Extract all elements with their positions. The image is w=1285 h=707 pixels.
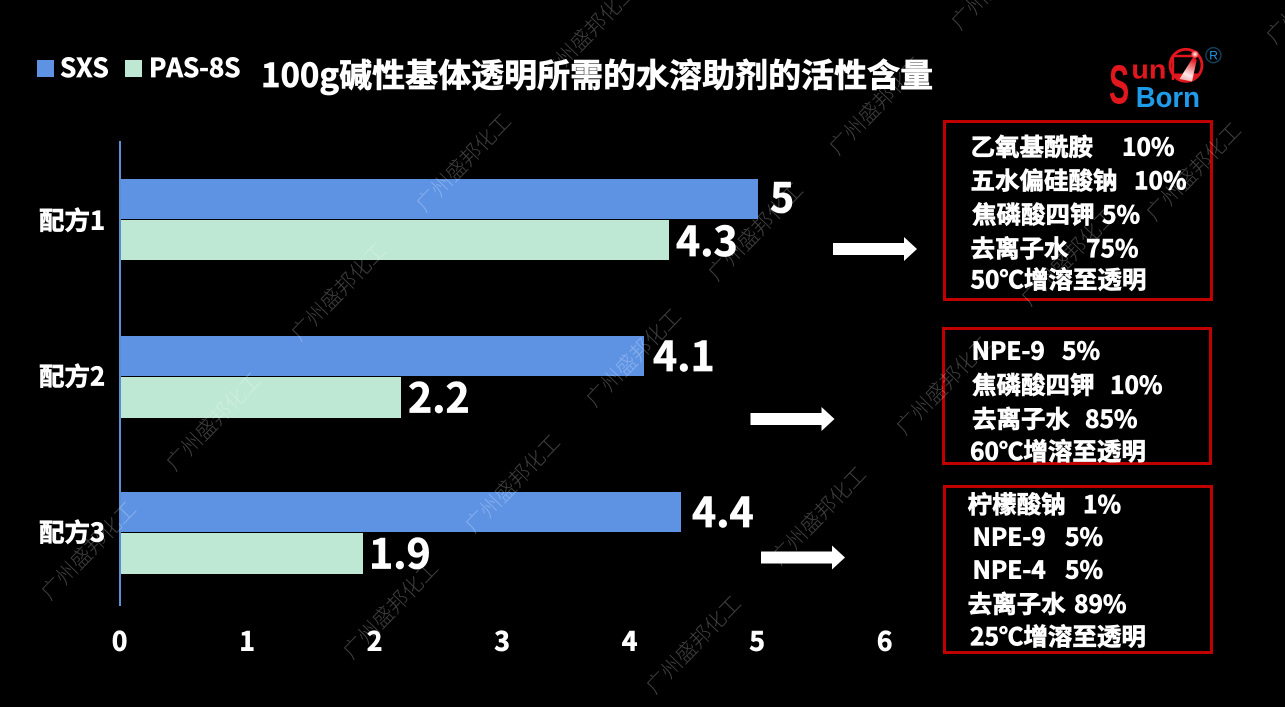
- svg-text:Born: Born: [1136, 80, 1200, 113]
- svg-text:S: S: [1109, 55, 1129, 116]
- svg-text:un: un: [1131, 54, 1166, 84]
- svg-text:R: R: [1209, 49, 1218, 63]
